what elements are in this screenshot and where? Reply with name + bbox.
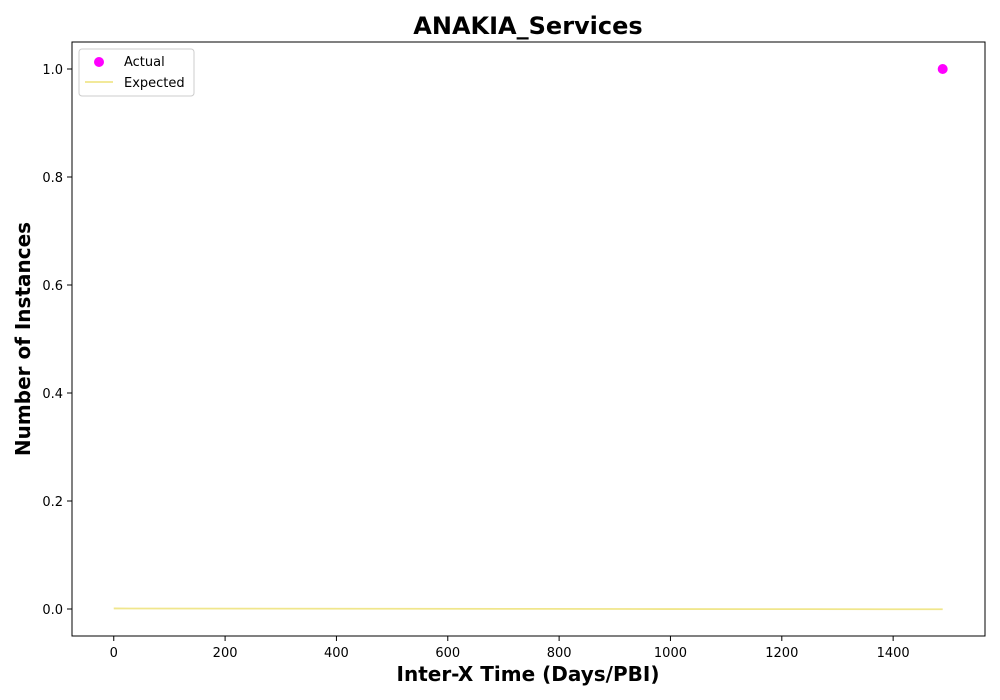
legend-box <box>78 48 195 97</box>
x-tick-label: 200 <box>213 646 238 661</box>
legend-marker-actual <box>94 57 104 67</box>
x-tick-label: 800 <box>547 646 572 661</box>
y-axis: 0.0 0.2 0.4 0.6 0.8 1.0 <box>42 63 72 618</box>
x-axis: 0 200 400 600 800 1000 1200 1400 <box>110 636 910 661</box>
actual-point <box>937 64 948 74</box>
x-axis-label: Inter-X Time (Days/PBI) <box>397 662 660 686</box>
x-tick-label: 1200 <box>765 646 798 661</box>
y-tick-label: 1.0 <box>42 63 63 78</box>
x-tick-label: 0 <box>110 646 118 661</box>
y-tick-label: 0.8 <box>42 171 63 186</box>
x-tick-label: 400 <box>324 646 349 661</box>
chart-title: ANAKIA_Services <box>413 12 642 40</box>
x-tick-label: 1400 <box>877 646 910 661</box>
y-tick-label: 0.4 <box>42 387 63 402</box>
legend-label-actual: Actual <box>124 55 165 70</box>
plot-area <box>71 41 986 637</box>
y-axis-label: Number of Instances <box>11 222 35 456</box>
legend: Actual Expected <box>78 48 195 97</box>
y-tick-label: 0.0 <box>42 603 63 618</box>
plot-frame <box>71 41 986 637</box>
expected-line <box>113 607 943 611</box>
x-tick-label: 1000 <box>654 646 687 661</box>
y-tick-label: 0.6 <box>42 279 63 294</box>
y-tick-label: 0.2 <box>42 495 63 510</box>
series-layer <box>113 64 948 611</box>
legend-label-expected: Expected <box>124 76 185 91</box>
x-tick-label: 600 <box>435 646 460 661</box>
